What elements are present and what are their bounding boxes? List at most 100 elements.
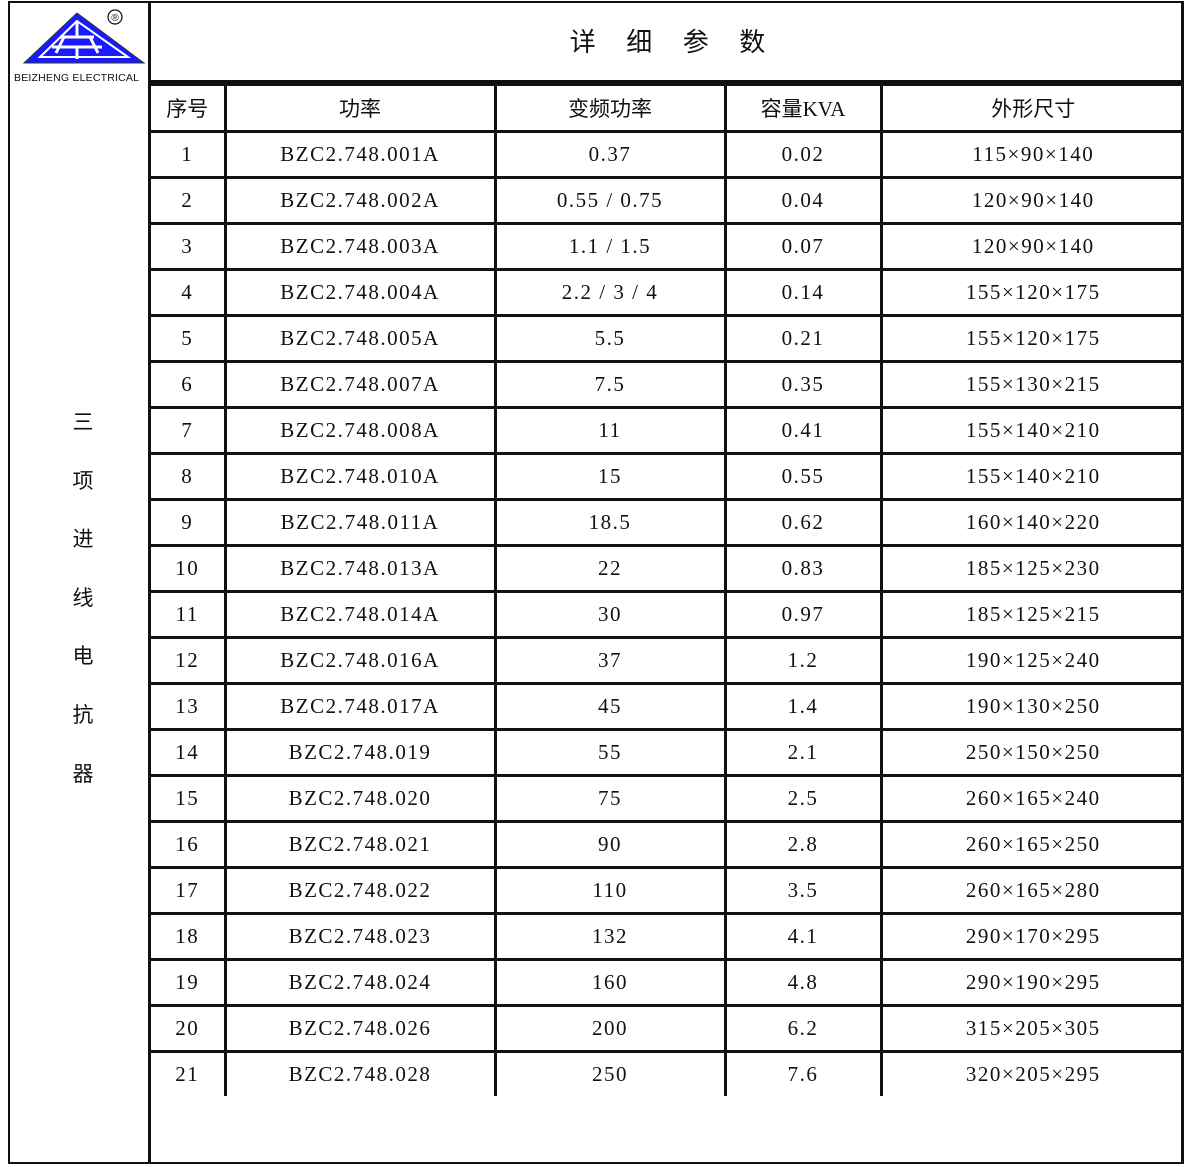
cell-model: BZC2.748.011A: [223, 498, 497, 547]
cell-capacity: 0.04: [723, 176, 883, 225]
cell-vfd-power: 75: [493, 774, 727, 823]
cell-index: 19: [151, 958, 227, 1007]
table-row: 1 BZC2.748.001A 0.37 0.02 115×90×140: [151, 130, 1184, 179]
cell-capacity: 0.14: [723, 268, 883, 317]
table-row: 11 BZC2.748.014A 30 0.97 185×125×215: [151, 590, 1184, 639]
cell-model: BZC2.748.014A: [223, 590, 497, 639]
cell-dimensions: 190×125×240: [879, 636, 1184, 685]
cell-capacity: 4.1: [723, 912, 883, 961]
cell-model: BZC2.748.002A: [223, 176, 497, 225]
cell-dimensions: 250×150×250: [879, 728, 1184, 777]
cell-model: BZC2.748.005A: [223, 314, 497, 363]
cell-capacity: 7.6: [723, 1050, 883, 1096]
cell-vfd-power: 0.55 / 0.75: [493, 176, 727, 225]
table-row: 9 BZC2.748.011A 18.5 0.62 160×140×220: [151, 498, 1184, 547]
cell-vfd-power: 250: [493, 1050, 727, 1096]
left-panel: ® BEIZHENG ELECTRICAL 三 项 进 线 电 抗 器: [8, 1, 151, 1164]
cell-index: 4: [151, 268, 227, 317]
cell-model: BZC2.748.021: [223, 820, 497, 869]
cell-model: BZC2.748.013A: [223, 544, 497, 593]
cell-model: BZC2.748.016A: [223, 636, 497, 685]
cell-index: 17: [151, 866, 227, 915]
cell-dimensions: 155×140×210: [879, 406, 1184, 455]
page-title: 详 细 参 数: [569, 28, 778, 57]
cell-vfd-power: 18.5: [493, 498, 727, 547]
cell-model: BZC2.748.001A: [223, 130, 497, 179]
cell-capacity: 0.02: [723, 130, 883, 179]
cell-capacity: 0.97: [723, 590, 883, 639]
cell-dimensions: 155×130×215: [879, 360, 1184, 409]
cell-vfd-power: 45: [493, 682, 727, 731]
cell-model: BZC2.748.017A: [223, 682, 497, 731]
cell-dimensions: 320×205×295: [879, 1050, 1184, 1096]
cell-capacity: 0.55: [723, 452, 883, 501]
brand-name: BEIZHENG ELECTRICAL: [14, 72, 140, 84]
cell-dimensions: 155×120×175: [879, 314, 1184, 363]
cell-model: BZC2.748.026: [223, 1004, 497, 1053]
cell-vfd-power: 7.5: [493, 360, 727, 409]
cell-capacity: 3.5: [723, 866, 883, 915]
side-title-char: 进: [72, 527, 94, 552]
cell-dimensions: 290×170×295: [879, 912, 1184, 961]
cell-model: BZC2.748.022: [223, 866, 497, 915]
table-row: 16 BZC2.748.021 90 2.8 260×165×250: [151, 820, 1184, 869]
table-row: 7 BZC2.748.008A 11 0.41 155×140×210: [151, 406, 1184, 455]
cell-capacity: 2.1: [723, 728, 883, 777]
cell-index: 14: [151, 728, 227, 777]
cell-dimensions: 185×125×230: [879, 544, 1184, 593]
header-vfd-power: 变频功率: [493, 83, 727, 133]
cell-dimensions: 315×205×305: [879, 1004, 1184, 1053]
cell-index: 7: [151, 406, 227, 455]
cell-dimensions: 160×140×220: [879, 498, 1184, 547]
title-row: 详 细 参 数: [151, 1, 1184, 83]
cell-capacity: 0.83: [723, 544, 883, 593]
table-row: 14 BZC2.748.019 55 2.1 250×150×250: [151, 728, 1184, 777]
table-row: 10 BZC2.748.013A 22 0.83 185×125×230: [151, 544, 1184, 593]
side-title-char: 抗: [72, 702, 94, 727]
cell-index: 10: [151, 544, 227, 593]
cell-index: 13: [151, 682, 227, 731]
cell-index: 6: [151, 360, 227, 409]
cell-capacity: 1.4: [723, 682, 883, 731]
side-title-char: 项: [72, 468, 94, 493]
cell-index: 15: [151, 774, 227, 823]
table-row: 4 BZC2.748.004A 2.2 / 3 / 4 0.14 155×120×175: [151, 268, 1184, 317]
cell-dimensions: 260×165×250: [879, 820, 1184, 869]
cell-vfd-power: 30: [493, 590, 727, 639]
cell-vfd-power: 37: [493, 636, 727, 685]
header-index: 序号: [151, 83, 227, 133]
cell-index: 21: [151, 1050, 227, 1096]
cell-capacity: 0.35: [723, 360, 883, 409]
side-title-char: 三: [72, 410, 94, 434]
table-row: 17 BZC2.748.022 110 3.5 260×165×280: [151, 866, 1184, 915]
header-power: 功率: [223, 83, 497, 133]
table-row: 3 BZC2.748.003A 1.1 / 1.5 0.07 120×90×140: [151, 222, 1184, 271]
cell-dimensions: 260×165×240: [879, 774, 1184, 823]
table-row: 2 BZC2.748.002A 0.55 / 0.75 0.04 120×90×140: [151, 176, 1184, 225]
cell-model: BZC2.748.003A: [223, 222, 497, 271]
cell-model: BZC2.748.023: [223, 912, 497, 961]
cell-vfd-power: 90: [493, 820, 727, 869]
cell-model: BZC2.748.004A: [223, 268, 497, 317]
cell-index: 9: [151, 498, 227, 547]
header-capacity: 容量KVA: [723, 83, 883, 133]
cell-dimensions: 155×140×210: [879, 452, 1184, 501]
cell-model: BZC2.748.020: [223, 774, 497, 823]
cell-index: 3: [151, 222, 227, 271]
cell-index: 20: [151, 1004, 227, 1053]
table-row: 19 BZC2.748.024 160 4.8 290×190×295: [151, 958, 1184, 1007]
table-row: 12 BZC2.748.016A 37 1.2 190×125×240: [151, 636, 1184, 685]
cell-index: 2: [151, 176, 227, 225]
cell-vfd-power: 1.1 / 1.5: [493, 222, 727, 271]
cell-capacity: 1.2: [723, 636, 883, 685]
cell-vfd-power: 0.37: [493, 130, 727, 179]
spec-table: 序号 功率 变频功率 容量KVA 外形尺寸 1 BZC2.748.001A 0.37…: [151, 83, 1184, 1096]
header-row: 序号 功率 变频功率 容量KVA 外形尺寸: [151, 83, 1184, 133]
cell-dimensions: 190×130×250: [879, 682, 1184, 731]
cell-capacity: 0.62: [723, 498, 883, 547]
cell-vfd-power: 11: [493, 406, 727, 455]
header-dimensions: 外形尺寸: [879, 83, 1184, 133]
cell-dimensions: 290×190×295: [879, 958, 1184, 1007]
beizheng-logo-icon: ®: [22, 9, 146, 64]
registered-mark: ®: [111, 13, 119, 24]
